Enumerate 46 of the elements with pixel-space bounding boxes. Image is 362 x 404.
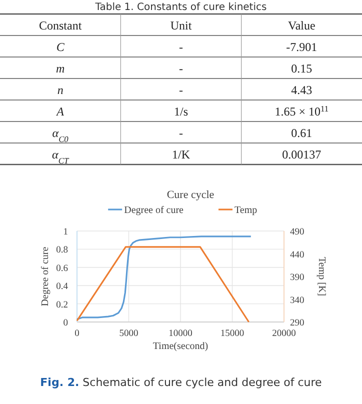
text: 4.43 <box>291 82 312 97</box>
y2-axis-title: Temp [K] <box>316 256 327 296</box>
y-tick-label: 0 <box>63 318 68 328</box>
x-tick-label: 0 <box>74 329 80 339</box>
x-tick-label: 20000 <box>272 329 296 339</box>
text: - <box>179 40 183 54</box>
x-axis-title: Time(second) <box>152 341 208 352</box>
y2-tick-label: 390 <box>290 273 304 283</box>
y-tick-label: 1 <box>63 228 68 238</box>
text: 1.65 × 10$^{11}$ <box>274 104 329 118</box>
caption: Fig. 2. Schematic of cure cycle and degree of cure <box>40 376 322 389</box>
text: 0.61 <box>291 126 312 140</box>
y2-tick-label: 340 <box>290 296 304 306</box>
y-tick-label: 0.6 <box>56 264 68 274</box>
text: α$_{CT}$ <box>52 147 70 165</box>
x-tick-label: 15000 <box>220 329 244 339</box>
chart-title: Cure cycle <box>166 189 214 201</box>
text: - <box>179 61 183 76</box>
text: - <box>179 82 183 97</box>
y2-tick-label: 290 <box>290 318 304 328</box>
text: - <box>179 126 183 140</box>
text: 0.00137 <box>282 147 322 162</box>
y-axis-title: Degree of cure <box>40 246 51 306</box>
text: 0.15 <box>291 61 312 76</box>
text: m <box>56 61 65 76</box>
text: Table 1. Constants of cure kinetics <box>94 2 267 13</box>
y2-tick-label: 490 <box>290 228 304 238</box>
y-tick-label: 0.8 <box>56 246 68 256</box>
y2-tick-label: 440 <box>290 250 304 260</box>
text: -7.901 <box>286 40 318 54</box>
text: 1/s <box>174 104 188 118</box>
y-tick-label: 0.4 <box>56 282 68 292</box>
text: 1/K <box>172 147 190 162</box>
x-tick-label: 10000 <box>168 329 193 339</box>
line-series <box>76 236 252 320</box>
legend-label: Degree of cure <box>124 205 184 216</box>
text: n <box>57 82 64 97</box>
text: Unit <box>170 18 192 32</box>
legend-label: Temp <box>234 205 258 216</box>
text: Value <box>288 18 316 32</box>
text: α$_{C0}$ <box>52 126 70 144</box>
y-tick-label: 0.2 <box>56 300 68 310</box>
text: Constant <box>38 18 82 32</box>
text: C <box>56 40 66 54</box>
text: A <box>56 104 65 118</box>
x-tick-label: 5000 <box>119 329 138 339</box>
